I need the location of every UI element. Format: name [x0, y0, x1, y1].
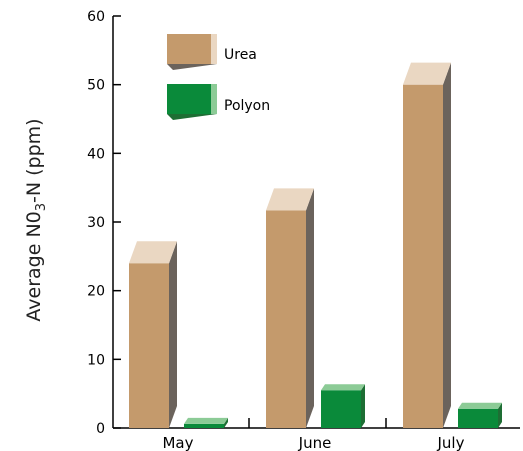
bar-polyon-july	[458, 402, 502, 428]
legend-item-polyon: Polyon	[167, 84, 270, 120]
y-axis-title-main: Average N0	[23, 211, 45, 321]
bar-side	[498, 402, 502, 428]
legend-item-urea: Urea	[167, 34, 257, 70]
bar-urea-may	[129, 241, 177, 428]
x-tick-label-july: July	[437, 434, 465, 451]
y-tick-label-0: 0	[96, 421, 105, 437]
bar-side	[306, 188, 314, 428]
bar-front	[458, 408, 498, 428]
bar-side	[361, 384, 365, 428]
bar-front	[129, 263, 169, 428]
bar-front	[266, 210, 306, 428]
bars	[129, 62, 502, 429]
bar-polyon-june	[321, 384, 365, 428]
swatch-front	[167, 34, 211, 64]
y-tick-label-40: 40	[87, 146, 105, 162]
x-ticks: May June July	[162, 418, 465, 451]
bar-side	[169, 241, 177, 428]
y-axis-title: Average N03-N (ppm)	[23, 118, 49, 321]
bar-side	[224, 417, 228, 428]
swatch-front	[167, 84, 211, 114]
bar-front	[184, 423, 224, 428]
bar-front	[403, 84, 443, 429]
legend: Urea Polyon	[167, 34, 270, 120]
y-tick-label-60: 60	[87, 9, 105, 25]
bar-side	[443, 62, 451, 429]
y-ticks: 0 10 20 30 40 50 60	[87, 9, 121, 437]
legend-swatch-polyon	[167, 84, 217, 120]
bar-polyon-may	[184, 417, 228, 428]
bar-top	[458, 402, 502, 409]
x-tick-label-june: June	[298, 434, 332, 451]
y-axis-title-suffix: -N (ppm)	[23, 118, 45, 203]
bar-top	[129, 241, 177, 264]
legend-swatch-urea	[167, 34, 217, 70]
y-tick-label-50: 50	[87, 78, 105, 94]
bar-urea-june	[266, 188, 314, 428]
y-tick-label-20: 20	[87, 284, 105, 300]
y-tick-label-30: 30	[87, 215, 105, 231]
bar-top	[184, 417, 228, 424]
y-tick-label-10: 10	[87, 352, 105, 368]
bar-top	[403, 62, 451, 85]
swatch-bottom	[167, 64, 217, 70]
bar-urea-july	[403, 62, 451, 429]
bar-top	[321, 384, 365, 391]
swatch-bottom	[167, 114, 217, 120]
y-axis-title-subscript: 3	[34, 203, 49, 211]
legend-label-urea: Urea	[224, 47, 257, 63]
swatch-side	[211, 34, 217, 64]
x-tick-label-may: May	[162, 434, 193, 451]
swatch-side	[211, 84, 217, 114]
legend-label-polyon: Polyon	[224, 98, 270, 114]
bar-top	[266, 188, 314, 211]
bar-front	[321, 390, 361, 428]
